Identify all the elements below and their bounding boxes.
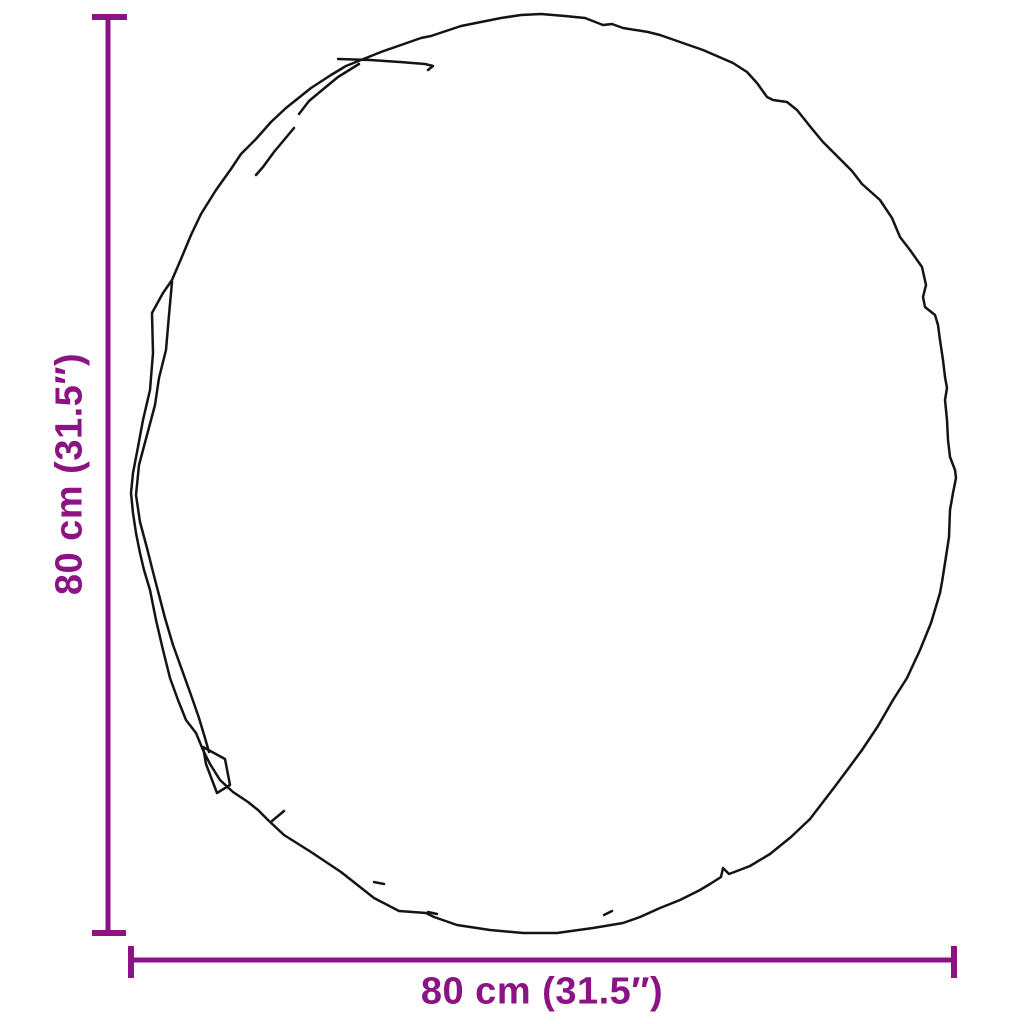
width-dimension	[128, 946, 957, 978]
outline-dash-3	[602, 909, 614, 917]
height-dimension	[92, 14, 127, 936]
outline-stray-stroke	[336, 57, 435, 72]
outline-dash-1	[372, 880, 386, 886]
outline-double-stroke-left	[134, 280, 211, 754]
round-product-outline	[129, 12, 958, 935]
outline-main-path	[129, 12, 958, 935]
height-dimension-label: 80 cm (31.5″)	[48, 352, 91, 596]
width-dimension-label: 80 cm (31.5″)	[420, 970, 664, 1013]
outline-dash-2	[426, 910, 439, 916]
outline-double-stroke-upper-left	[254, 62, 361, 177]
outline-tick-mark	[270, 809, 286, 823]
outline-notch	[201, 745, 232, 795]
